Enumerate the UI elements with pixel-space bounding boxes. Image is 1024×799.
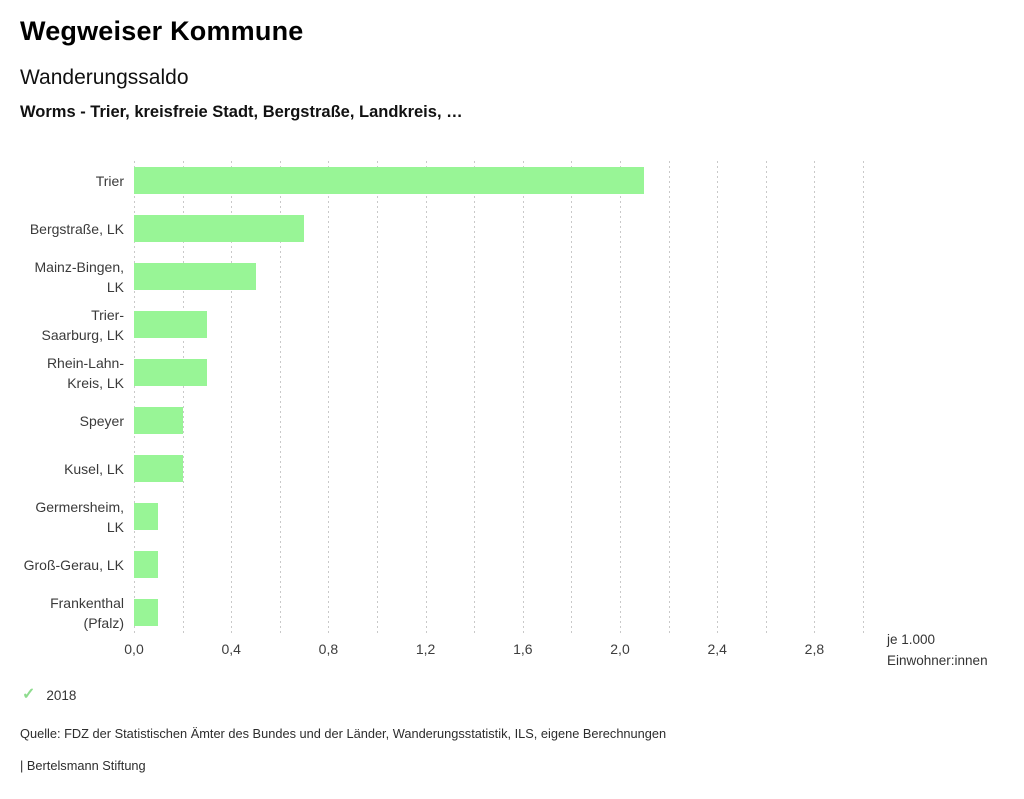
- source-note: Quelle: FDZ der Statistischen Ämter des …: [20, 726, 667, 741]
- check-icon: ✓: [22, 686, 36, 703]
- x-tick-label: 2,8: [804, 641, 825, 657]
- plot-area: [134, 161, 864, 635]
- gridline: [765, 161, 767, 635]
- category-label: Trier- Saarburg, LK: [41, 306, 125, 343]
- brand-note: | Bertelsmann Stiftung: [20, 758, 146, 773]
- category-label: Bergstraße, LK: [29, 220, 124, 237]
- x-tick-label: 1,2: [415, 641, 436, 657]
- bar-Kusel, LK[interactable]: [134, 455, 183, 482]
- gridline: [717, 161, 719, 635]
- category-label: Speyer: [79, 412, 124, 429]
- bar-Frankenthal (Pfalz)[interactable]: [134, 599, 159, 626]
- bar-chart: Trier Bergstraße, LK Mainz-Bingen, LK Trier-…: [0, 155, 1024, 715]
- x-tick-label: 0,0: [124, 641, 144, 657]
- legend-item-2018[interactable]: ✓ 2018: [22, 687, 76, 703]
- bar-Speyer[interactable]: [134, 407, 183, 434]
- category-label: Trier: [95, 172, 124, 189]
- bar-Trier[interactable]: [134, 167, 645, 194]
- x-tick-label: 0,8: [318, 641, 339, 657]
- bar-Bergstraße, LK[interactable]: [134, 215, 305, 242]
- chart-title: Wanderungssaldo: [20, 66, 189, 89]
- gridline: [279, 161, 281, 635]
- category-label: Rhein-Lahn- Kreis, LK: [46, 354, 124, 391]
- x-tick-label: 0,4: [221, 641, 241, 657]
- axis-unit-label-line: je 1.000: [887, 632, 936, 647]
- category-label: Mainz-Bingen, LK: [34, 258, 125, 295]
- category-label: Frankenthal (Pfalz): [50, 594, 124, 631]
- bar-Groß-Gerau, LK[interactable]: [134, 551, 159, 578]
- chart-region-subtitle: Worms - Trier, kreisfreie Stadt, Bergstr…: [20, 103, 463, 121]
- category-label: Kusel, LK: [64, 460, 124, 477]
- category-label: Germersheim, LK: [35, 498, 124, 535]
- bar-Germersheim, LK[interactable]: [134, 503, 159, 530]
- legend-year-label: 2018: [46, 687, 77, 703]
- x-tick-label: 1,6: [513, 641, 533, 657]
- category-labels: Trier Bergstraße, LK Mainz-Bingen, LK Trier-…: [0, 161, 124, 635]
- bar-Mainz-Bingen, LK[interactable]: [134, 263, 256, 290]
- gridline: [377, 161, 378, 635]
- gridline: [863, 161, 864, 635]
- gridline: [474, 161, 476, 635]
- x-tick-label: 2,0: [610, 641, 630, 657]
- gridline: [134, 161, 135, 635]
- gridline: [182, 161, 184, 635]
- category-label: Groß-Gerau, LK: [23, 556, 124, 573]
- axis-unit-label: je 1.000 Einwohner:innen: [887, 629, 988, 671]
- gridline: [231, 161, 233, 635]
- gridline: [425, 161, 427, 635]
- gridline: [522, 161, 524, 635]
- gridline: [620, 161, 621, 635]
- x-axis-ticks: 0,0 0,4 0,8 1,2 1,6 2,0 2,4 2,8: [124, 641, 863, 661]
- gridline: [814, 161, 816, 635]
- bar-Trier-Saarburg, LK[interactable]: [134, 311, 207, 338]
- bar-Rhein-Lahn-Kreis, LK[interactable]: [134, 359, 207, 386]
- app-title: Wegweiser Kommune: [20, 16, 304, 46]
- gridline: [328, 161, 330, 635]
- x-tick-label: 2,4: [707, 641, 727, 657]
- axis-unit-label-line: Einwohner:innen: [887, 653, 988, 668]
- gridline: [571, 161, 573, 635]
- gridline: [668, 161, 670, 635]
